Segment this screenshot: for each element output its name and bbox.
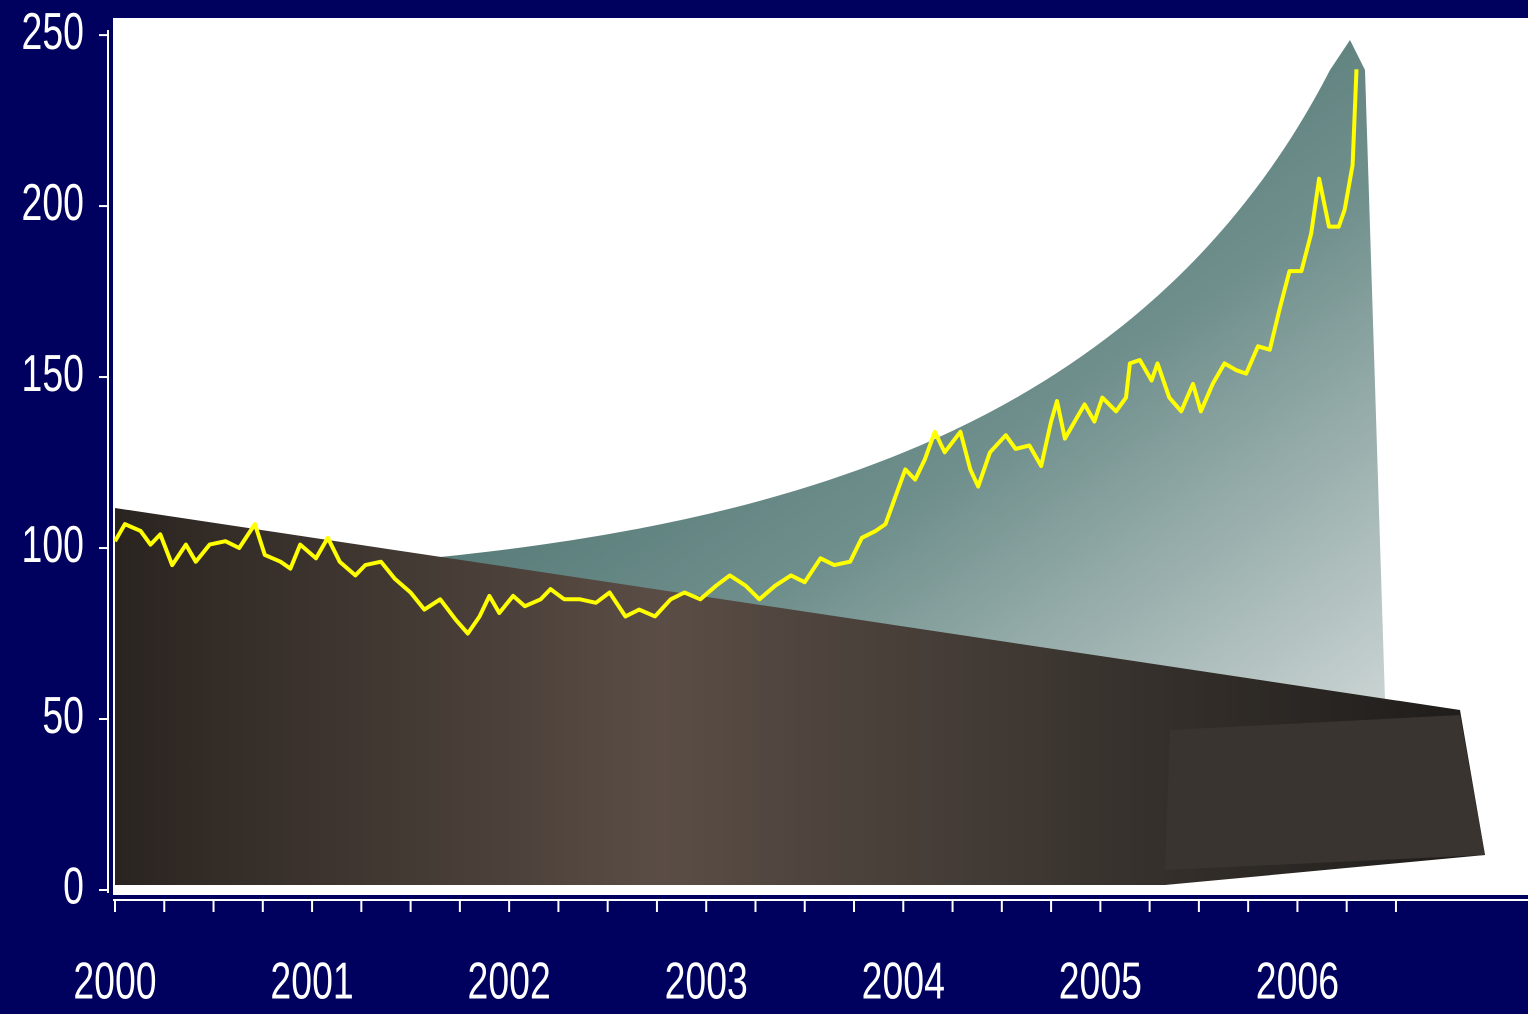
x-tick-label: 2003	[665, 952, 748, 1011]
tower	[440, 40, 1385, 700]
relief	[1165, 715, 1485, 870]
y-tick-label: 200	[22, 173, 84, 232]
x-tick-label: 2001	[270, 952, 353, 1011]
x-tick-label: 2006	[1256, 952, 1339, 1011]
monument-illustration	[115, 40, 1485, 885]
y-tick-label: 50	[42, 686, 84, 745]
y-tick-label: 250	[22, 2, 84, 61]
y-tick-label: 0	[63, 857, 84, 916]
x-tick-label: 2004	[862, 952, 945, 1011]
x-tick-label: 2002	[468, 952, 551, 1011]
data-line	[113, 69, 1359, 636]
y-tick-label: 150	[22, 344, 84, 403]
wall	[115, 508, 1485, 885]
y-tick-label: 100	[22, 515, 84, 574]
x-tick-label: 2000	[73, 952, 156, 1011]
x-tick-label: 2005	[1059, 952, 1142, 1011]
